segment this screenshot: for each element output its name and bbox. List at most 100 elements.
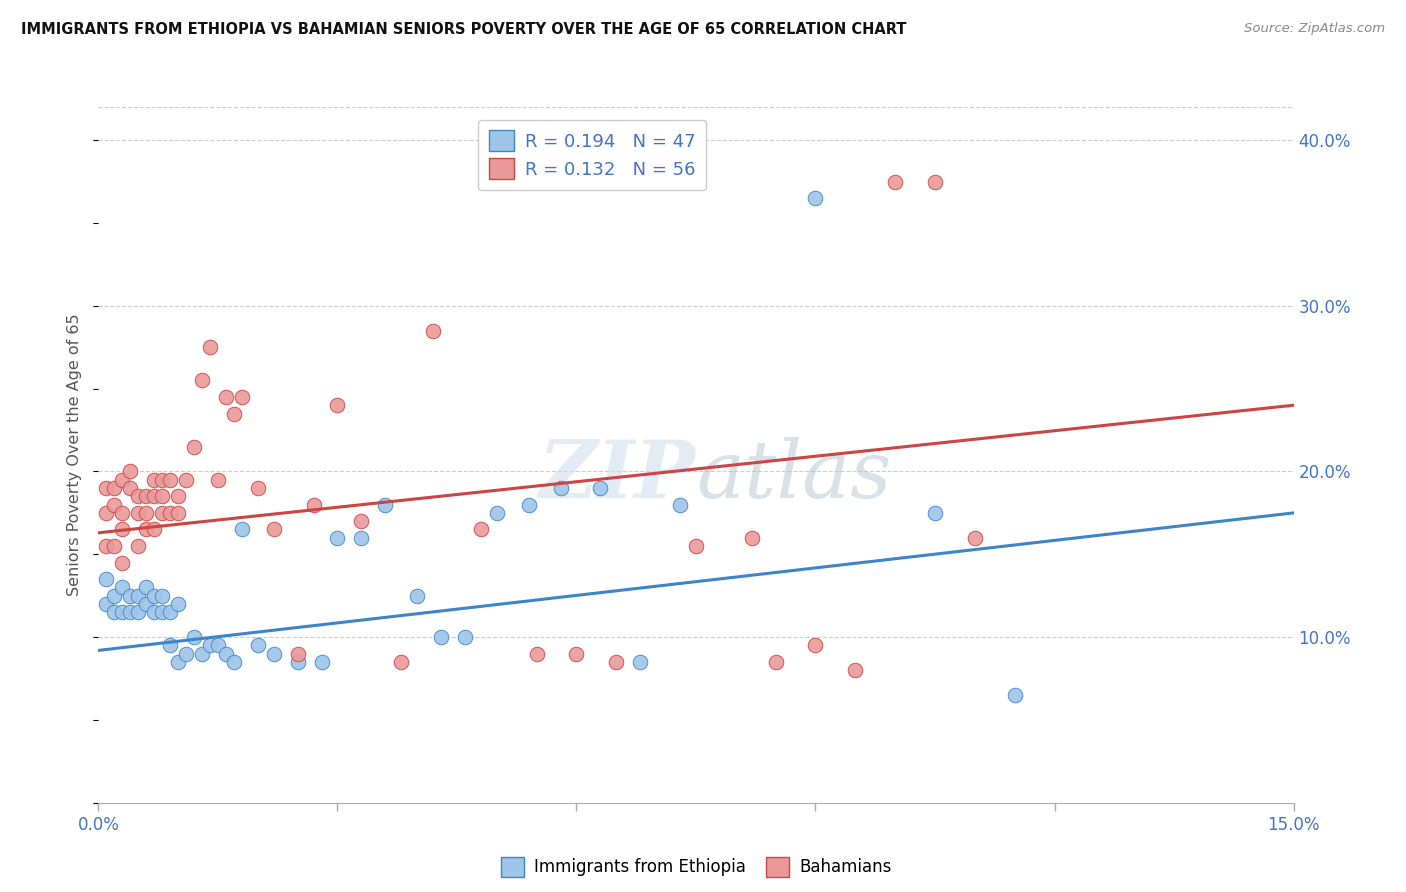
Point: [111, 506, 134, 520]
Point: [765, 655, 787, 669]
Point: [422, 324, 444, 338]
Point: [517, 498, 540, 512]
Point: [150, 589, 173, 603]
Point: [167, 506, 190, 520]
Point: [143, 605, 166, 619]
Point: [127, 489, 149, 503]
Point: [804, 191, 827, 205]
Point: [215, 390, 238, 404]
Point: [103, 605, 125, 619]
Point: [183, 630, 205, 644]
Point: [120, 481, 142, 495]
Point: [326, 531, 349, 545]
Point: [263, 647, 285, 661]
Point: [287, 647, 309, 661]
Point: [191, 647, 214, 661]
Text: ZIP: ZIP: [538, 437, 696, 515]
Point: [550, 481, 572, 495]
Point: [924, 175, 946, 189]
Y-axis label: Seniors Poverty Over the Age of 65: Seniors Poverty Over the Age of 65: [67, 314, 83, 596]
Point: [430, 630, 453, 644]
Point: [526, 647, 548, 661]
Point: [135, 506, 157, 520]
Point: [96, 481, 118, 495]
Text: IMMIGRANTS FROM ETHIOPIA VS BAHAMIAN SENIORS POVERTY OVER THE AGE OF 65 CORRELAT: IMMIGRANTS FROM ETHIOPIA VS BAHAMIAN SEN…: [21, 22, 907, 37]
Point: [741, 531, 763, 545]
Point: [963, 531, 986, 545]
Point: [135, 523, 157, 537]
Point: [167, 597, 190, 611]
Point: [174, 647, 197, 661]
Point: [120, 605, 142, 619]
Point: [183, 440, 205, 454]
Point: [150, 473, 173, 487]
Point: [231, 390, 253, 404]
Point: [174, 473, 197, 487]
Point: [207, 473, 229, 487]
Point: [111, 581, 134, 595]
Legend: Immigrants from Ethiopia, Bahamians: Immigrants from Ethiopia, Bahamians: [492, 849, 900, 885]
Point: [143, 473, 166, 487]
Point: [924, 506, 946, 520]
Point: [159, 605, 181, 619]
Point: [565, 647, 588, 661]
Point: [222, 407, 245, 421]
Point: [669, 498, 692, 512]
Point: [111, 523, 134, 537]
Point: [207, 639, 229, 653]
Point: [103, 498, 125, 512]
Point: [167, 489, 190, 503]
Point: [374, 498, 396, 512]
Point: [485, 506, 508, 520]
Point: [311, 655, 333, 669]
Point: [454, 630, 477, 644]
Point: [96, 506, 118, 520]
Point: [302, 498, 325, 512]
Point: [263, 523, 285, 537]
Point: [167, 655, 190, 669]
Point: [127, 539, 149, 553]
Point: [1004, 688, 1026, 702]
Point: [350, 531, 373, 545]
Point: [127, 506, 149, 520]
Point: [150, 489, 173, 503]
Point: [111, 605, 134, 619]
Point: [222, 655, 245, 669]
Point: [127, 589, 149, 603]
Point: [103, 539, 125, 553]
Point: [135, 597, 157, 611]
Point: [605, 655, 627, 669]
Point: [127, 605, 149, 619]
Point: [96, 597, 118, 611]
Point: [159, 506, 181, 520]
Point: [685, 539, 707, 553]
Point: [143, 589, 166, 603]
Point: [589, 481, 612, 495]
Point: [143, 489, 166, 503]
Point: [191, 373, 214, 387]
Point: [246, 481, 269, 495]
Point: [111, 473, 134, 487]
Point: [215, 647, 238, 661]
Point: [326, 398, 349, 412]
Point: [96, 539, 118, 553]
Point: [884, 175, 907, 189]
Text: atlas: atlas: [696, 437, 891, 515]
Point: [350, 514, 373, 528]
Point: [231, 523, 253, 537]
Point: [103, 589, 125, 603]
Point: [287, 655, 309, 669]
Point: [150, 506, 173, 520]
Point: [628, 655, 651, 669]
Point: [111, 556, 134, 570]
Point: [103, 481, 125, 495]
Point: [844, 663, 866, 677]
Point: [159, 639, 181, 653]
Point: [246, 639, 269, 653]
Point: [406, 589, 429, 603]
Point: [159, 473, 181, 487]
Point: [143, 523, 166, 537]
Point: [120, 465, 142, 479]
Point: [198, 340, 221, 354]
Point: [804, 639, 827, 653]
